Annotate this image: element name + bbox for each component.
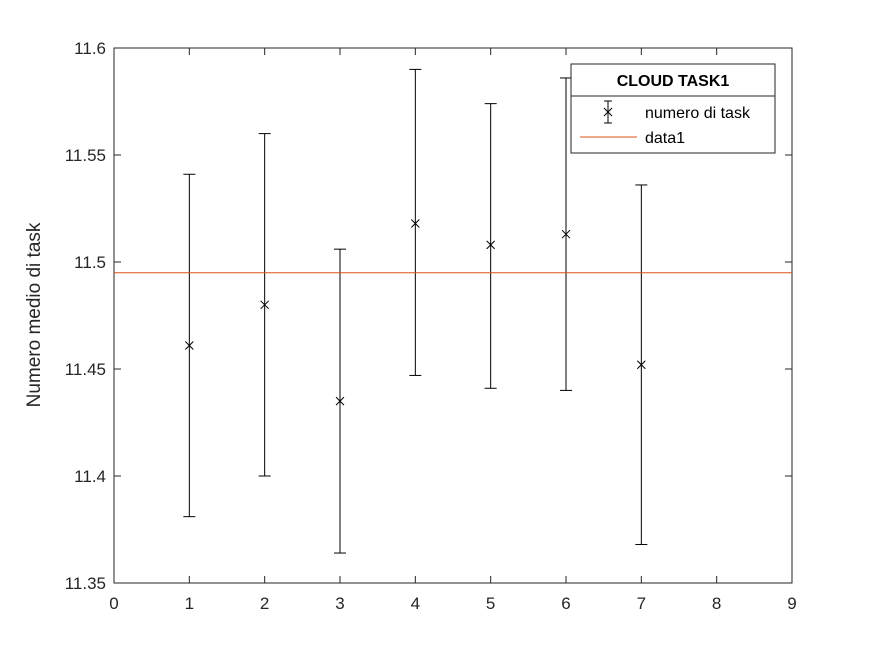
y-tick-label: 11.5 [74, 253, 106, 272]
x-tick-label: 9 [787, 594, 796, 613]
data-point-marker [636, 360, 646, 370]
x-tick-label: 0 [109, 594, 118, 613]
x-tick-labels: 0 1 2 3 4 5 6 7 8 9 [109, 594, 796, 613]
legend: CLOUD TASK1 numero di task data1 [570, 63, 776, 154]
legend-entry-series2: data1 [645, 130, 685, 147]
y-axis-label: Numero medio di task [24, 222, 45, 407]
data-point-marker [184, 341, 194, 350]
errorbar-point [409, 68, 422, 376]
x-tick-label: 2 [260, 594, 269, 613]
data-point-marker [486, 240, 496, 250]
y-tick-label: 11.55 [65, 146, 106, 165]
x-tick-label: 7 [637, 594, 646, 613]
y-tick-label: 11.4 [74, 467, 106, 486]
data-point-marker [335, 396, 345, 406]
x-tick-label: 8 [712, 594, 721, 613]
x-tick-label: 5 [486, 594, 495, 613]
series-group [114, 68, 792, 554]
errorbar-point [635, 184, 648, 545]
legend-errorbar-symbol [603, 100, 613, 124]
x-tick-label: 3 [335, 594, 344, 613]
errorbar-point [183, 173, 196, 518]
legend-entry-series1: numero di task [645, 105, 751, 122]
errorbar-point [334, 248, 346, 554]
axis-ticks [113, 47, 793, 584]
errorbar-point [484, 103, 497, 389]
x-tick-label: 4 [411, 594, 420, 613]
data-point-marker [561, 229, 571, 239]
y-tick-label: 11.45 [65, 360, 106, 379]
x-tick-label: 6 [561, 594, 570, 613]
errorbar-point [560, 77, 572, 391]
y-tick-label: 11.35 [65, 574, 106, 593]
errorbar-point [258, 133, 271, 477]
x-tick-label: 1 [185, 594, 194, 613]
y-tick-label: 11.6 [74, 39, 106, 58]
y-tick-labels: 11.35 11.4 11.45 11.5 11.55 11.6 [65, 39, 106, 593]
legend-title: CLOUD TASK1 [617, 73, 730, 90]
data-point-marker [410, 219, 420, 228]
data-point-marker [260, 300, 270, 310]
